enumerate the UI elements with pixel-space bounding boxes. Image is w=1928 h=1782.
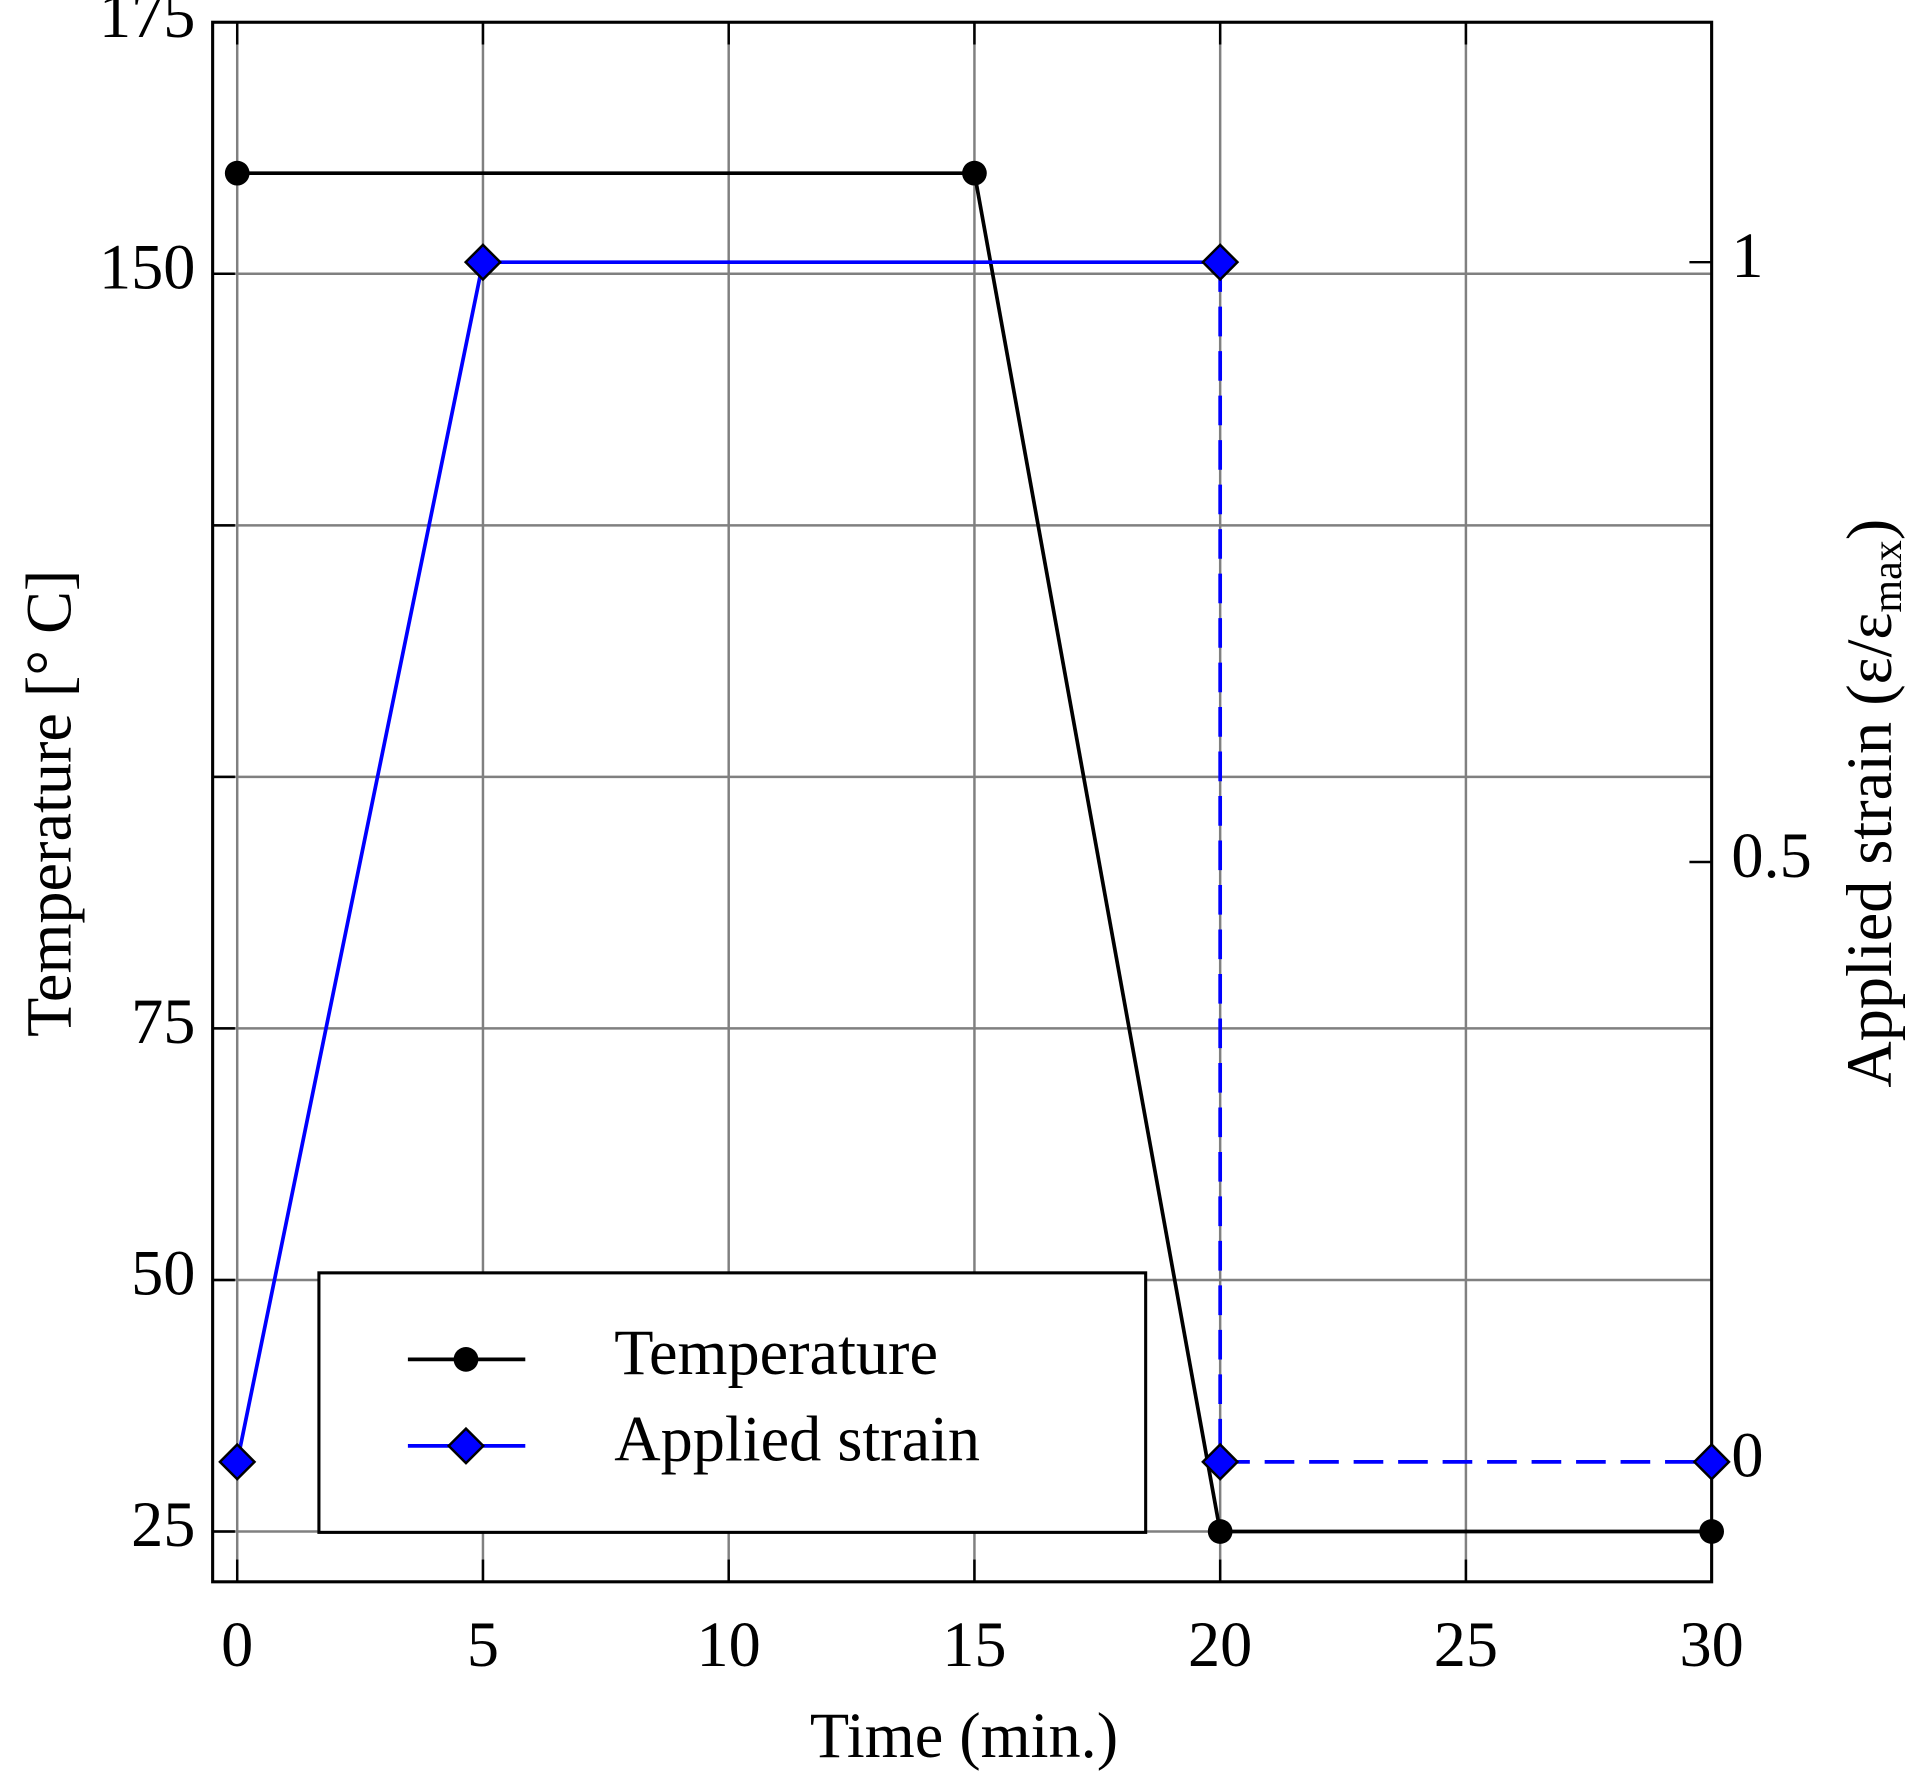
x-tick-label: 10 xyxy=(697,1609,761,1680)
legend-label: Temperature xyxy=(614,1317,938,1388)
x-tick-label: 5 xyxy=(467,1609,499,1680)
y2-title-main: Applied strain (ε/ε xyxy=(1834,613,1905,1088)
line-segment xyxy=(235,261,485,1463)
marker xyxy=(224,160,250,186)
legend-marker xyxy=(446,1426,486,1465)
marker xyxy=(1692,1442,1731,1481)
plot-frame xyxy=(211,20,1714,1584)
y-tick-label: 75 xyxy=(131,986,195,1057)
y2-title-sub: max xyxy=(1864,540,1910,612)
x-tick-label: 15 xyxy=(942,1609,1006,1680)
y-axis-title: Temperature [° C] xyxy=(13,570,84,1037)
marker xyxy=(218,1442,257,1481)
x-tick-label: 30 xyxy=(1680,1609,1744,1680)
y2-title-end: ) xyxy=(1834,519,1905,540)
x-tick-label: 0 xyxy=(221,1609,253,1680)
y-tick-label: 25 xyxy=(131,1489,195,1560)
y-tick-label: 50 xyxy=(131,1238,195,1309)
y2-tick-label: 0 xyxy=(1731,1420,1763,1491)
y-tick-label: 150 xyxy=(99,232,195,303)
x-tick-label: 20 xyxy=(1188,1609,1252,1680)
line-segment xyxy=(972,172,1222,1532)
y2-axis-title: Applied strain (ε/εmax) xyxy=(1834,519,1911,1088)
x-tick-label: 25 xyxy=(1434,1609,1498,1680)
marker xyxy=(962,160,987,186)
marker xyxy=(463,243,503,282)
marker xyxy=(1201,243,1240,282)
legend-label: Applied strain xyxy=(614,1404,980,1475)
marker xyxy=(1699,1519,1725,1544)
x-axis-title: Time (min.) xyxy=(810,1700,1118,1771)
marker xyxy=(1201,1442,1240,1481)
y-tick-label: 175 xyxy=(99,0,195,51)
marker xyxy=(1207,1519,1233,1544)
legend-marker xyxy=(453,1347,479,1372)
y2-tick-label: 1 xyxy=(1731,220,1763,291)
y2-tick-label: 0.5 xyxy=(1731,820,1811,891)
legend-box xyxy=(317,1271,1148,1534)
